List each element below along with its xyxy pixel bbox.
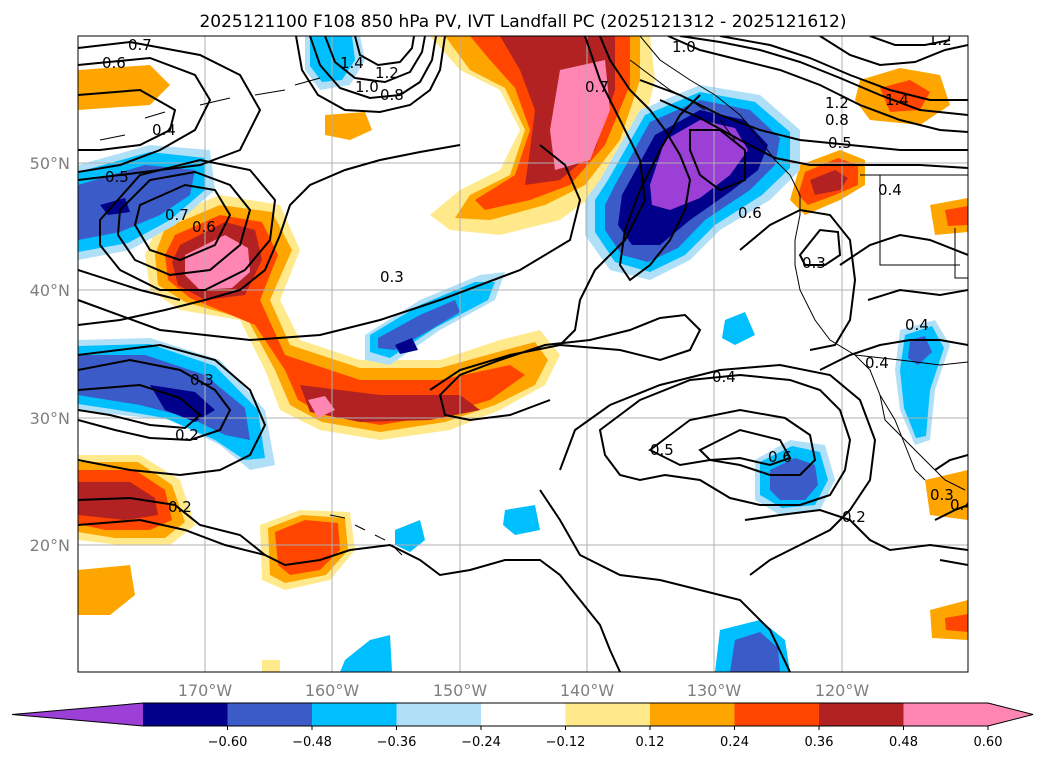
contour-label: 0.4 (878, 181, 902, 199)
colorbar-extend-high (988, 703, 1033, 726)
contour-labels: 0.7 0.6 1.4 1.0 1.2 0.8 0.7 1.0 1.2 1.4 … (102, 31, 974, 526)
contour-label: 0.8 (380, 86, 404, 104)
lat-label: 40°N (30, 281, 70, 300)
colorbar-tick-label: 0.60 (974, 735, 1003, 750)
contour-label: 1.0 (672, 38, 696, 56)
colorbar-swatch (650, 703, 735, 726)
map-border (77, 35, 969, 673)
us-mexico-border (854, 354, 968, 366)
colorbar-tick-label: −0.60 (208, 735, 248, 750)
colorbar-outline (11, 702, 1034, 727)
latitude-labels: 50°N 40°N 30°N 20°N (30, 154, 70, 555)
colorbar-tick-label: 0.12 (636, 735, 665, 750)
contour-label: 0.3 (380, 268, 404, 286)
map-panel: 0.7 0.6 1.4 1.0 1.2 0.8 0.7 1.0 1.2 1.4 … (77, 31, 974, 673)
lat-label: 30°N (30, 409, 70, 428)
contour-label: 1.2 (375, 64, 399, 82)
contour-label: 0.7 (165, 206, 189, 224)
lon-label: 150°W (433, 681, 488, 700)
contour-label: 0.6 (102, 54, 126, 72)
contour-label: 0.2 (842, 508, 866, 526)
colorbar: −0.60 −0.48 −0.36 −0.24 −0.12 0.12 0.24 0.36 0.4… (11, 702, 1034, 750)
colorbar-swatch (819, 703, 904, 726)
contour-label: 0.3 (190, 371, 214, 389)
contour-label: 0.5 (828, 134, 852, 152)
contour-label: 0.8 (825, 111, 849, 129)
lat-label: 20°N (30, 536, 70, 555)
contour-label: 0.4 (152, 121, 176, 139)
hawaiian-islands (329, 514, 403, 556)
contour-label: 0.5 (650, 441, 674, 459)
contour-label: 0.3 (802, 254, 826, 272)
coastlines (99, 36, 968, 556)
figure-title: 2025121100 F108 850 hPa PV, IVT Landfall… (199, 12, 846, 32)
colorbar-swatch (903, 703, 989, 726)
colorbar-swatch (312, 703, 397, 726)
contour-label: 0.4 (712, 368, 736, 386)
contour-label: 1.0 (355, 78, 379, 96)
warm-band-northwest (78, 65, 170, 110)
contour-label: 0.7 (128, 36, 152, 54)
lon-label: 140°W (560, 681, 615, 700)
lat-label: 50°N (30, 154, 70, 173)
contour-label: 1.4 (885, 91, 909, 109)
colorbar-swatch (143, 703, 228, 726)
colorbar-tick-label: −0.48 (292, 735, 332, 750)
contour-label: 0.7 (585, 78, 609, 96)
lon-label: 160°W (305, 681, 360, 700)
contour-label: 0.4 (905, 316, 929, 334)
contour-label: 0.4 (950, 496, 974, 514)
lon-label: 120°W (815, 681, 870, 700)
contour-label: 1.4 (340, 54, 364, 72)
north-america-coast (639, 36, 966, 491)
aleutian-islands (99, 77, 321, 141)
colorbar-swatch (396, 703, 482, 726)
lon-label: 130°W (687, 681, 742, 700)
contour-label: 1.2 (928, 31, 952, 49)
contour-label: 0.3 (930, 486, 954, 504)
colorbar-tick-label: −0.24 (461, 735, 501, 750)
colorbar-tick-label: 0.24 (720, 735, 749, 750)
contour-label: 0.6 (738, 204, 762, 222)
colorbar-swatch (734, 703, 820, 726)
contour-label: 0.6 (768, 448, 792, 466)
state-border-east (954, 228, 968, 279)
colorbar-extend-low (12, 703, 143, 726)
colorbar-swatch (481, 703, 566, 726)
baja-peninsula (879, 394, 926, 481)
contour-label: 0.2 (168, 498, 192, 516)
colorbar-tick-label: 0.48 (889, 735, 918, 750)
contour-label: 1.2 (825, 94, 849, 112)
contour-label: 0.2 (175, 426, 199, 444)
us-state-line (879, 175, 960, 266)
colorbar-swatch (565, 703, 651, 726)
contour-lines (78, 36, 968, 672)
contour-label: 0.5 (105, 168, 129, 186)
lon-label: 170°W (178, 681, 233, 700)
colorbar-swatch (227, 703, 313, 726)
contour-label: 0.4 (865, 354, 889, 372)
colorbar-tick-label: −0.36 (377, 735, 417, 750)
contour-label: 0.6 (192, 218, 216, 236)
colorbar-tick-label: −0.12 (546, 735, 586, 750)
colorbar-tick-label: 0.36 (805, 735, 834, 750)
longitude-labels: 170°W 160°W 150°W 140°W 130°W 120°W (178, 681, 870, 700)
